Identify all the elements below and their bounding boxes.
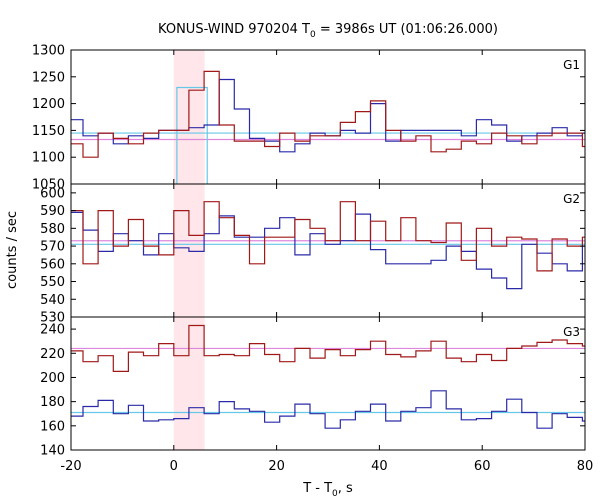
y-tick-label: 540 xyxy=(40,293,65,308)
series-red xyxy=(71,324,585,372)
y-axis-label: counts / sec xyxy=(5,211,20,289)
y-tick-label: 1150 xyxy=(32,124,65,139)
panel-label: G3 xyxy=(563,325,580,339)
y-tick-label: 570 xyxy=(40,240,65,255)
chart-title: KONUS-WIND 970204 T0 = 3986s UT (01:06:2… xyxy=(158,22,498,40)
x-axis-label: T - T0, s xyxy=(302,481,353,499)
x-tick-label: 80 xyxy=(577,459,594,474)
panel-label: G1 xyxy=(563,58,580,72)
panel-g1: 1050 1100 1150 1200 1250 1300 G1 xyxy=(32,44,586,193)
y-tick-label: 160 xyxy=(40,419,65,434)
y-tick-label: 1300 xyxy=(32,44,65,59)
series-blue xyxy=(71,390,585,429)
y-tick-label: 240 xyxy=(40,323,65,338)
y-tick-label: 1200 xyxy=(32,97,65,112)
plot-area: 1050 1100 1150 1200 1250 1300 G1 530 540 550 560 57… xyxy=(32,44,593,475)
y-tick-label: 590 xyxy=(40,204,65,219)
panel-frame xyxy=(70,316,586,451)
y-tick-label: 550 xyxy=(40,275,65,290)
y-tick-label: 1250 xyxy=(32,70,65,85)
x-axis: -20 0 20 40 60 80 xyxy=(60,459,593,474)
series-blue xyxy=(71,78,585,153)
x-tick-label: 20 xyxy=(268,459,285,474)
peak-step xyxy=(176,86,208,184)
y-tick-label: 560 xyxy=(40,257,65,272)
y-tick-label: 580 xyxy=(40,222,65,237)
y-tick-label: 140 xyxy=(40,444,65,459)
panel-frame xyxy=(70,49,586,185)
x-tick-label: -20 xyxy=(60,459,81,474)
series-blue xyxy=(71,211,585,290)
y-tick-label: 1100 xyxy=(32,151,65,166)
series-red xyxy=(71,201,585,272)
y-tick-label: 600 xyxy=(40,186,65,201)
panel-g3: 140 160 180 200 220 240 G3 xyxy=(40,316,586,459)
x-tick-label: 60 xyxy=(474,459,491,474)
series-red xyxy=(71,70,585,158)
panel-frame xyxy=(70,183,586,318)
y-tick-label: 530 xyxy=(40,311,65,326)
y-tick-label: 180 xyxy=(40,395,65,410)
y-tick-label: 200 xyxy=(40,371,65,386)
x-tick-label: 40 xyxy=(371,459,388,474)
y-tick-label: 1050 xyxy=(32,178,65,193)
panel-g2: 530 540 550 560 570 580 590 600 G2 xyxy=(40,183,586,326)
y-tick-label: 220 xyxy=(40,347,65,362)
panel-label: G2 xyxy=(563,192,580,206)
x-tick-label: 0 xyxy=(170,459,178,474)
